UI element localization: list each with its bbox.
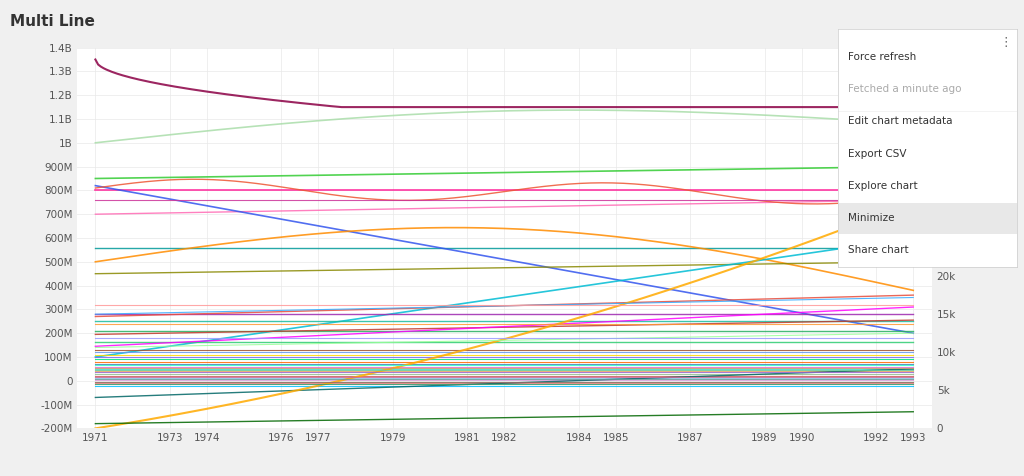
Text: Edit chart metadata: Edit chart metadata <box>848 116 953 127</box>
Text: Force refresh: Force refresh <box>848 52 916 62</box>
Bar <box>838 204 1017 235</box>
Text: Share chart: Share chart <box>848 245 909 255</box>
Text: Export CSV: Export CSV <box>848 149 907 159</box>
Text: Multi Line: Multi Line <box>10 14 95 30</box>
Text: Explore chart: Explore chart <box>848 180 918 191</box>
Text: Fetched a minute ago: Fetched a minute ago <box>848 84 962 94</box>
Text: ⋮: ⋮ <box>999 36 1012 49</box>
Text: Minimize: Minimize <box>848 213 895 223</box>
